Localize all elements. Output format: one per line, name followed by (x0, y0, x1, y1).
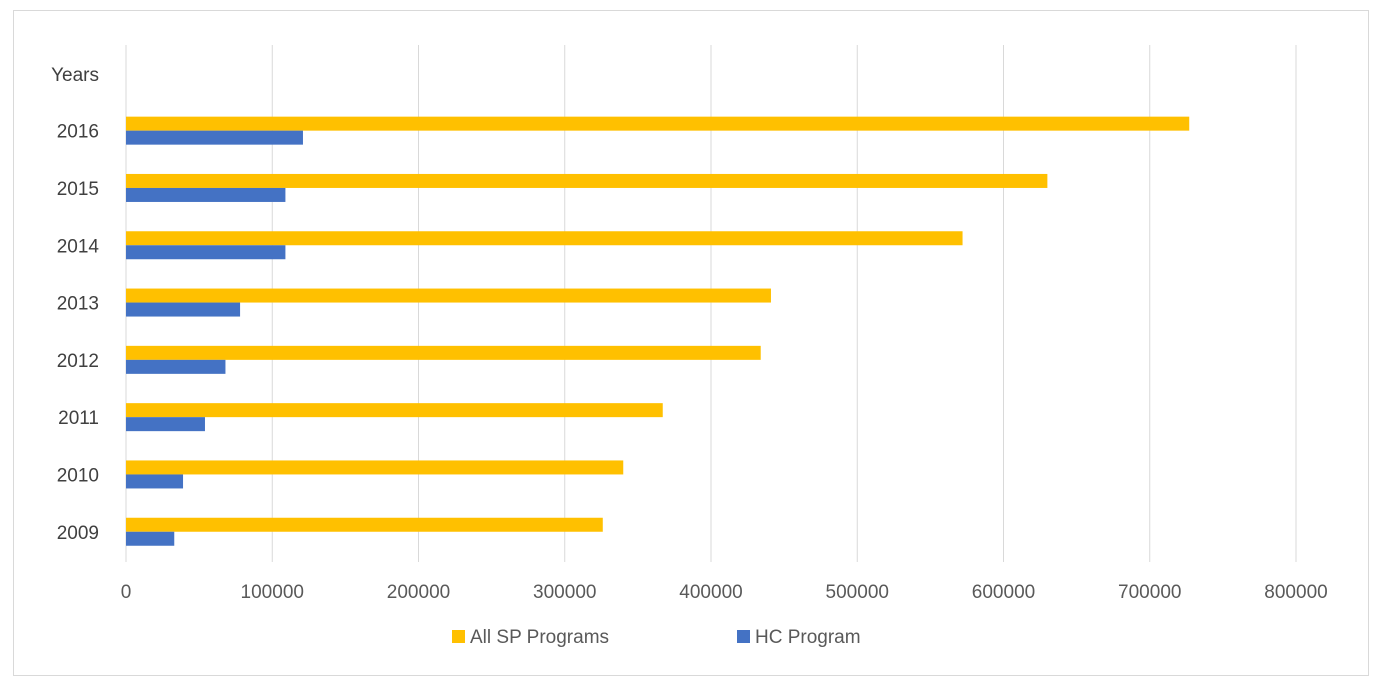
legend-swatch (452, 630, 465, 643)
bar (126, 345, 761, 360)
x-tick-label: 100000 (241, 582, 304, 603)
x-tick-label: 300000 (533, 582, 596, 603)
y-tick-label: 2013 (57, 294, 99, 315)
y-tick-label: 2012 (57, 351, 99, 372)
legend-label: All SP Programs (470, 627, 609, 648)
bar (126, 302, 241, 317)
x-tick-label: 200000 (387, 582, 450, 603)
y-tick-label: 2015 (57, 179, 99, 200)
y-axis-header: Years (51, 65, 99, 86)
bar (126, 130, 303, 145)
y-tick-label: 2016 (57, 122, 99, 143)
x-tick-label: 700000 (1118, 582, 1181, 603)
bar (126, 531, 175, 546)
bar (126, 417, 205, 432)
x-tick-label: 600000 (972, 582, 1035, 603)
bar (126, 517, 603, 532)
x-tick-label: 500000 (826, 582, 889, 603)
legend-swatch (737, 630, 750, 643)
y-axis-labels: Years 2016 2015 2014 2013 2012 2011 2010 2009 (51, 65, 99, 544)
legend: All SP Programs HC Program (452, 627, 861, 648)
bar (126, 245, 286, 260)
legend-label: HC Program (755, 627, 861, 648)
bar (126, 359, 226, 374)
x-axis-labels: 0 100000 200000 300000 400000 500000 600000 700… (121, 582, 1328, 603)
bar (126, 116, 1190, 131)
x-tick-label: 0 (121, 582, 132, 603)
y-tick-label: 2014 (57, 236, 100, 257)
y-tick-label: 2010 (57, 465, 99, 486)
bar (126, 460, 624, 475)
x-tick-label: 400000 (679, 582, 742, 603)
bar (126, 173, 1048, 188)
bar (126, 403, 663, 418)
bar (126, 474, 184, 489)
y-tick-label: 2011 (58, 408, 99, 429)
bar (126, 187, 286, 202)
x-tick-label: 800000 (1264, 582, 1327, 603)
bar (126, 288, 771, 303)
bar (126, 231, 963, 246)
bars (126, 116, 1190, 546)
y-tick-label: 2009 (57, 523, 99, 544)
